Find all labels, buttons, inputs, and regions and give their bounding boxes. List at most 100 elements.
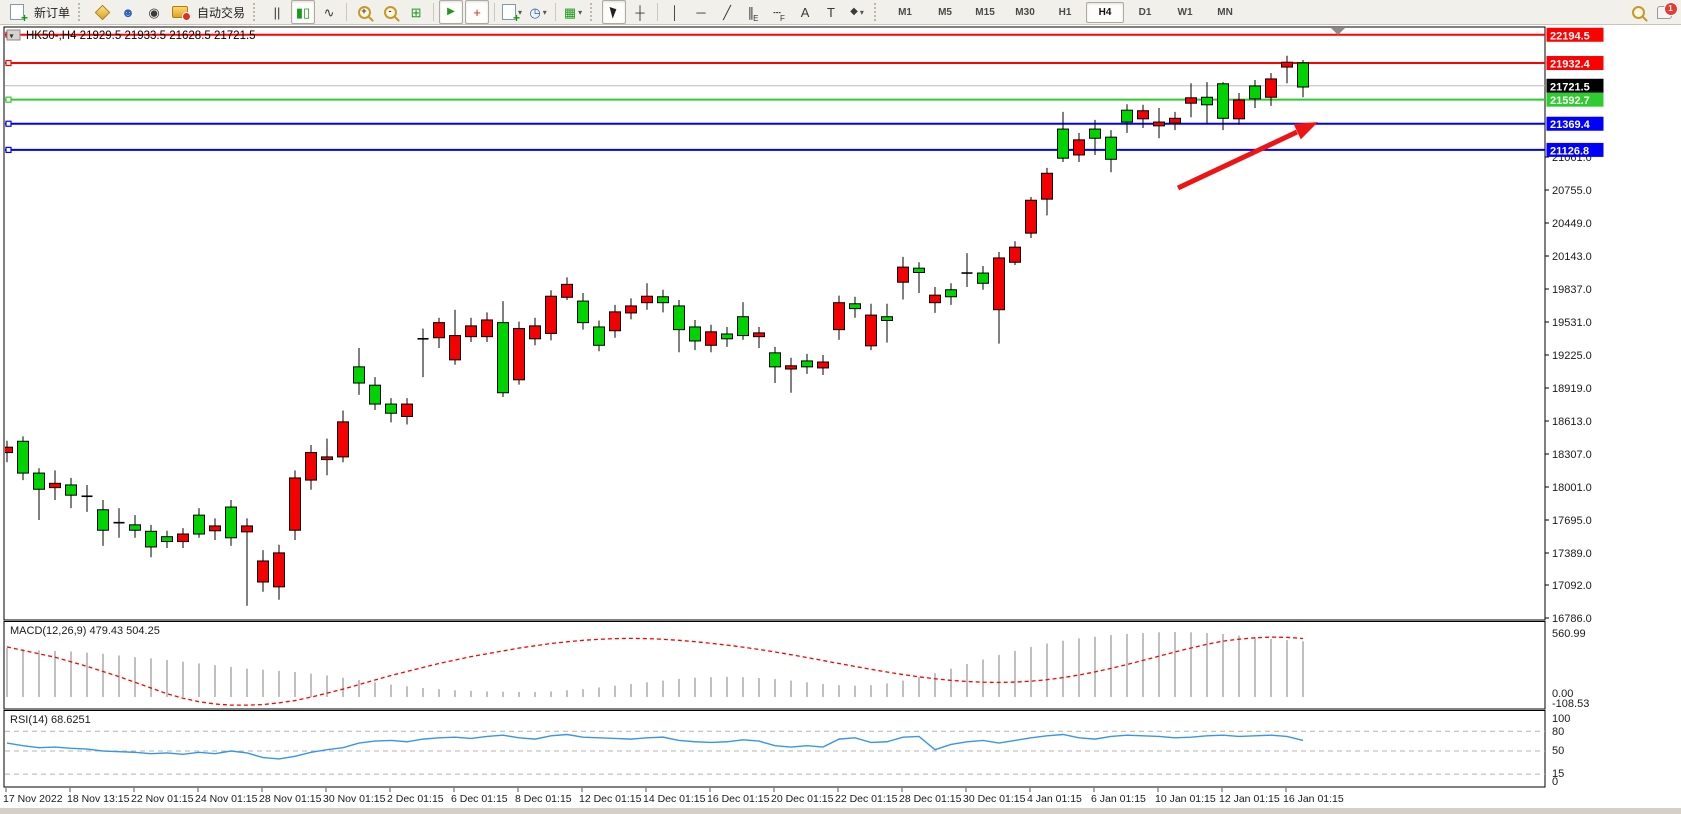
price-pane-border bbox=[3, 26, 1546, 621]
bar-chart-button[interactable]: || bbox=[265, 0, 289, 24]
navigator-button[interactable]: ☻ bbox=[116, 0, 140, 24]
candlestick-chart-button[interactable]: ▮▯ bbox=[291, 0, 316, 24]
bearish-candle bbox=[609, 311, 621, 332]
timeframe-button-M1[interactable]: M1 bbox=[898, 6, 912, 18]
chart-background bbox=[0, 25, 1681, 808]
new-order-label[interactable]: 新订单 bbox=[34, 5, 71, 20]
date-axis-label[interactable]: 22 Nov 01:15 bbox=[131, 793, 194, 805]
timeframe-button-M5[interactable]: M5 bbox=[938, 6, 952, 18]
date-axis-label[interactable]: 6 Dec 01:15 bbox=[451, 793, 508, 805]
price-line-label: 21932.4 bbox=[1550, 59, 1591, 71]
date-axis-label[interactable]: 16 Jan 01:15 bbox=[1283, 793, 1344, 805]
date-axis-label[interactable]: 22 Dec 01:15 bbox=[835, 793, 898, 805]
bullish-candle bbox=[129, 524, 141, 531]
timeframe-button-H4[interactable]: H4 bbox=[1086, 1, 1125, 23]
timeframe-button-H1[interactable]: H1 bbox=[1058, 6, 1072, 18]
bearish-candle bbox=[705, 331, 717, 346]
date-axis-label[interactable]: 17 Nov 2022 bbox=[3, 793, 63, 805]
trend-arrow-head[interactable] bbox=[1293, 122, 1318, 140]
templates-icon: ▦ bbox=[563, 4, 577, 20]
timeframe-button-M15[interactable]: M15 bbox=[975, 6, 995, 18]
chart-window-menu-icon[interactable] bbox=[6, 29, 21, 41]
cursor-tool-button[interactable] bbox=[602, 0, 627, 24]
date-axis-label[interactable]: 24 Nov 01:15 bbox=[195, 793, 258, 805]
bullish-candle bbox=[145, 530, 157, 548]
chat-button[interactable]: 1 bbox=[1652, 0, 1678, 24]
vertical-line-tool-button[interactable]: │ bbox=[663, 0, 687, 24]
vertical-line-icon: │ bbox=[670, 4, 680, 20]
bearish-candle bbox=[1153, 121, 1165, 127]
line-anchor-handle[interactable] bbox=[5, 96, 12, 103]
search-button[interactable] bbox=[1626, 0, 1650, 24]
chart-shift-button[interactable]: + bbox=[465, 0, 490, 24]
bullish-candle bbox=[977, 272, 989, 284]
toolbar-grip bbox=[253, 3, 260, 21]
terminal-button[interactable]: ◉ bbox=[142, 0, 166, 24]
shapes-tool-button[interactable]: ◆ ▾ bbox=[845, 0, 869, 24]
trendline-tool-button[interactable]: ╱ bbox=[715, 0, 739, 24]
line-anchor-handle[interactable] bbox=[5, 59, 12, 67]
date-axis-label[interactable]: 28 Nov 01:15 bbox=[259, 793, 322, 805]
line-anchor-handle[interactable] bbox=[5, 120, 12, 127]
timeframe-button-MN[interactable]: MN bbox=[1217, 6, 1233, 18]
auto-scroll-icon: ▶ bbox=[447, 6, 455, 17]
crosshair-tool-button[interactable]: ┼ bbox=[628, 0, 652, 24]
chevron-down-icon: ▾ bbox=[578, 7, 583, 17]
bullish-candle bbox=[689, 326, 701, 342]
indicators-button[interactable]: + ▾ bbox=[500, 0, 524, 24]
text-tool-button[interactable]: A bbox=[793, 0, 817, 24]
bullish-candle bbox=[657, 296, 669, 304]
date-axis-label[interactable]: 2 Dec 01:15 bbox=[387, 793, 444, 805]
timeframe-button-M30[interactable]: M30 bbox=[1015, 6, 1035, 18]
chart-shift-marker-icon[interactable] bbox=[1331, 28, 1345, 35]
date-axis-label[interactable]: 14 Dec 01:15 bbox=[643, 793, 706, 805]
autotrading-button[interactable] bbox=[168, 0, 192, 24]
cursor-icon bbox=[609, 5, 619, 19]
date-axis-label[interactable]: 20 Dec 01:15 bbox=[771, 793, 834, 805]
timeframe-button-D1[interactable]: D1 bbox=[1138, 6, 1152, 18]
plus-glyph: + bbox=[361, 5, 367, 16]
date-axis-label[interactable]: 8 Dec 01:15 bbox=[515, 793, 572, 805]
trend-arrow-object[interactable] bbox=[1176, 129, 1299, 191]
zoom-in-button[interactable]: + bbox=[352, 0, 376, 24]
date-axis-label[interactable]: 30 Nov 01:15 bbox=[323, 793, 386, 805]
line-chart-button[interactable]: ∿ bbox=[317, 0, 341, 24]
line-anchor-handle[interactable] bbox=[5, 146, 12, 154]
tile-windows-button[interactable]: ⊞ bbox=[404, 0, 428, 24]
zoom-out-button[interactable]: - bbox=[378, 0, 402, 24]
date-axis-label[interactable]: 10 Jan 01:15 bbox=[1155, 793, 1216, 805]
new-order-button[interactable]: + bbox=[5, 0, 29, 24]
bearish-candle bbox=[337, 421, 349, 458]
terminal-icon: ◉ bbox=[148, 4, 160, 20]
date-axis-label[interactable]: 18 Nov 13:15 bbox=[67, 793, 130, 805]
channel-tool-button[interactable]: ∥ E bbox=[741, 0, 765, 24]
bullish-candle bbox=[1105, 136, 1117, 160]
chevron-down-icon: ▾ bbox=[518, 7, 523, 17]
label-tool-button[interactable]: T bbox=[819, 0, 843, 24]
timeframe-button-W1[interactable]: W1 bbox=[1177, 6, 1193, 18]
date-axis-label[interactable]: 28 Dec 01:15 bbox=[899, 793, 962, 805]
plus-glyph: + bbox=[513, 11, 521, 25]
date-axis-label[interactable]: 12 Dec 01:15 bbox=[579, 793, 642, 805]
templates-button[interactable]: ▦ ▾ bbox=[561, 0, 585, 24]
crosshair-icon: ┼ bbox=[635, 4, 645, 20]
autotrading-label[interactable]: 自动交易 bbox=[197, 5, 246, 20]
date-axis-label[interactable]: 12 Jan 01:15 bbox=[1219, 793, 1280, 805]
autotrading-status-dot bbox=[182, 12, 192, 21]
zoom-out-icon: - bbox=[383, 5, 397, 19]
periods-button[interactable]: ◷ ▾ bbox=[526, 0, 550, 24]
date-axis-label[interactable]: 4 Jan 01:15 bbox=[1027, 793, 1082, 805]
window-bottom-strip bbox=[0, 808, 1681, 814]
horizontal-line-tool-button[interactable]: ─ bbox=[689, 0, 713, 24]
date-axis-label[interactable]: 6 Jan 01:15 bbox=[1091, 793, 1146, 805]
bearish-candle bbox=[1185, 97, 1197, 104]
date-axis-label[interactable]: 30 Dec 01:15 bbox=[963, 793, 1026, 805]
auto-scroll-button[interactable]: ▶ bbox=[439, 0, 464, 24]
date-axis-label[interactable]: 16 Dec 01:15 bbox=[707, 793, 770, 805]
shapes-icon: ◆ bbox=[850, 6, 858, 17]
bar-chart-icon: || bbox=[273, 4, 281, 20]
fibonacci-tool-button[interactable]: ┄ F bbox=[767, 0, 791, 24]
market-watch-button[interactable] bbox=[90, 0, 114, 24]
bullish-candle bbox=[1297, 62, 1309, 88]
price-tick-label: 20143.0 bbox=[1552, 251, 1592, 263]
